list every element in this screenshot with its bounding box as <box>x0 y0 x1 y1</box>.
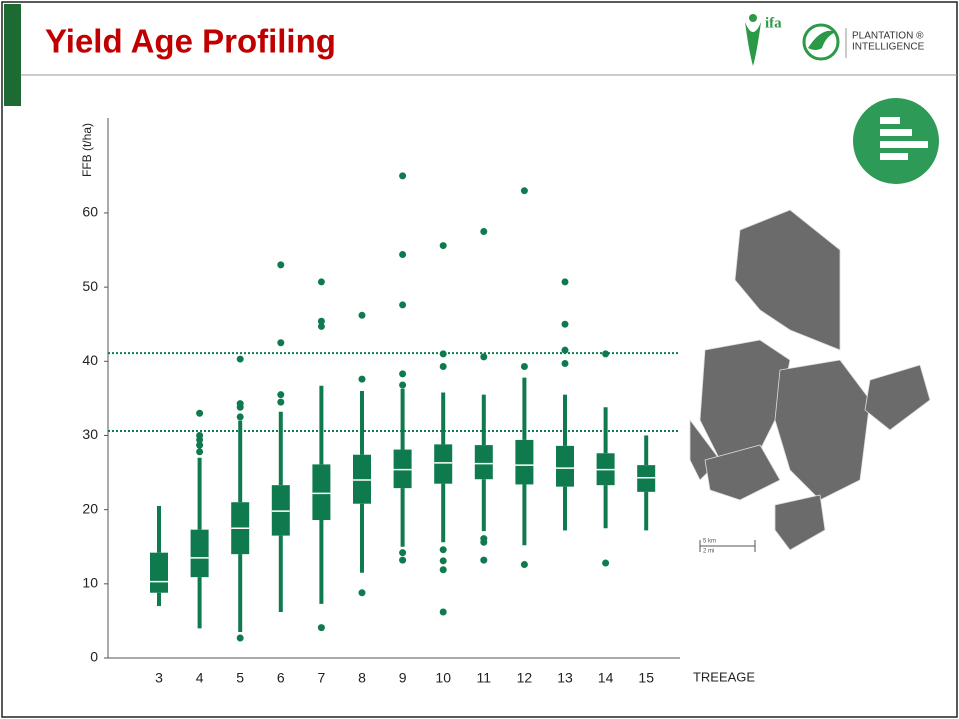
outlier <box>196 441 204 449</box>
outlier <box>561 320 569 328</box>
x-tick-label: 7 <box>318 670 326 686</box>
outlier <box>480 535 488 543</box>
outlier <box>317 317 325 325</box>
outlier <box>358 375 366 383</box>
y-tick-label: 10 <box>82 575 98 591</box>
outlier <box>317 278 325 286</box>
x-tick-label: 9 <box>399 670 407 686</box>
x-tick-label: 14 <box>598 670 614 686</box>
outlier <box>399 301 407 309</box>
outlier <box>520 187 528 195</box>
outlier <box>439 546 447 554</box>
logo-text: ifa <box>765 15 782 31</box>
y-tick-label: 50 <box>82 278 98 294</box>
outlier <box>399 381 407 389</box>
y-tick-label: 0 <box>90 649 98 665</box>
x-tick-label: 12 <box>517 670 533 686</box>
chart-icon <box>853 98 939 184</box>
outlier <box>236 413 244 421</box>
outlier <box>561 360 569 368</box>
outlier <box>439 362 447 370</box>
outlier <box>399 549 407 557</box>
x-tick-label: 15 <box>638 670 654 686</box>
outlier <box>236 400 244 408</box>
outlier <box>277 391 285 399</box>
outlier <box>358 589 366 597</box>
outlier <box>520 561 528 569</box>
scale-label: 2 mi <box>703 549 714 555</box>
outlier <box>236 634 244 642</box>
x-tick-label: 3 <box>155 670 163 686</box>
x-axis-label: TREEAGE <box>693 669 755 684</box>
x-tick-label: 5 <box>236 670 244 686</box>
outlier <box>196 448 204 456</box>
box <box>312 464 331 521</box>
outlier <box>358 311 366 319</box>
x-tick-label: 6 <box>277 670 285 686</box>
outlier <box>399 556 407 564</box>
outlier <box>196 431 204 439</box>
outlier <box>439 242 447 250</box>
outlier <box>480 556 488 564</box>
y-axis-label: FFB (t/ha) <box>80 123 94 177</box>
map-scale: 5 km 2 mi <box>699 539 756 555</box>
accent-bar <box>4 4 21 106</box>
outlier <box>277 261 285 269</box>
x-tick-label: 8 <box>358 670 366 686</box>
outlier <box>480 353 488 361</box>
y-tick-label: 40 <box>82 352 98 368</box>
box <box>434 444 453 484</box>
outlier <box>196 409 204 417</box>
pi-logo: PLANTATION ® INTELLIGENCE <box>802 23 925 61</box>
x-tick-label: 4 <box>196 670 204 686</box>
ifa-logo: ifa <box>745 14 782 66</box>
outlier <box>236 355 244 363</box>
slide-title: Yield Age Profiling <box>45 23 336 60</box>
outlier <box>439 566 447 574</box>
brand-line: INTELLIGENCE <box>852 42 925 53</box>
box <box>556 445 574 487</box>
outlier <box>561 346 569 354</box>
outlier <box>439 350 447 358</box>
box <box>515 439 534 485</box>
outlier <box>439 608 447 616</box>
outlier <box>399 172 407 180</box>
box <box>474 445 493 480</box>
outlier <box>277 398 285 406</box>
y-tick-label: 60 <box>82 204 98 220</box>
x-tick-label: 13 <box>557 670 573 686</box>
y-tick-label: 20 <box>82 500 98 516</box>
outlier <box>520 362 528 370</box>
outlier <box>480 227 488 235</box>
box <box>150 552 168 593</box>
brand-line: PLANTATION ® <box>852 31 924 42</box>
outlier <box>317 322 325 330</box>
x-tick-label: 11 <box>477 670 492 686</box>
outlier <box>602 559 610 567</box>
outlier <box>399 370 407 378</box>
y-tick-label: 30 <box>82 426 98 442</box>
outlier <box>277 339 285 347</box>
outlier <box>602 350 610 358</box>
x-tick-label: 10 <box>435 670 451 686</box>
outlier <box>317 624 325 632</box>
map <box>689 209 931 551</box>
box <box>190 529 209 578</box>
outlier <box>399 250 407 258</box>
scale-label: 5 km <box>703 539 716 545</box>
outlier <box>561 278 569 286</box>
outlier <box>439 557 447 565</box>
